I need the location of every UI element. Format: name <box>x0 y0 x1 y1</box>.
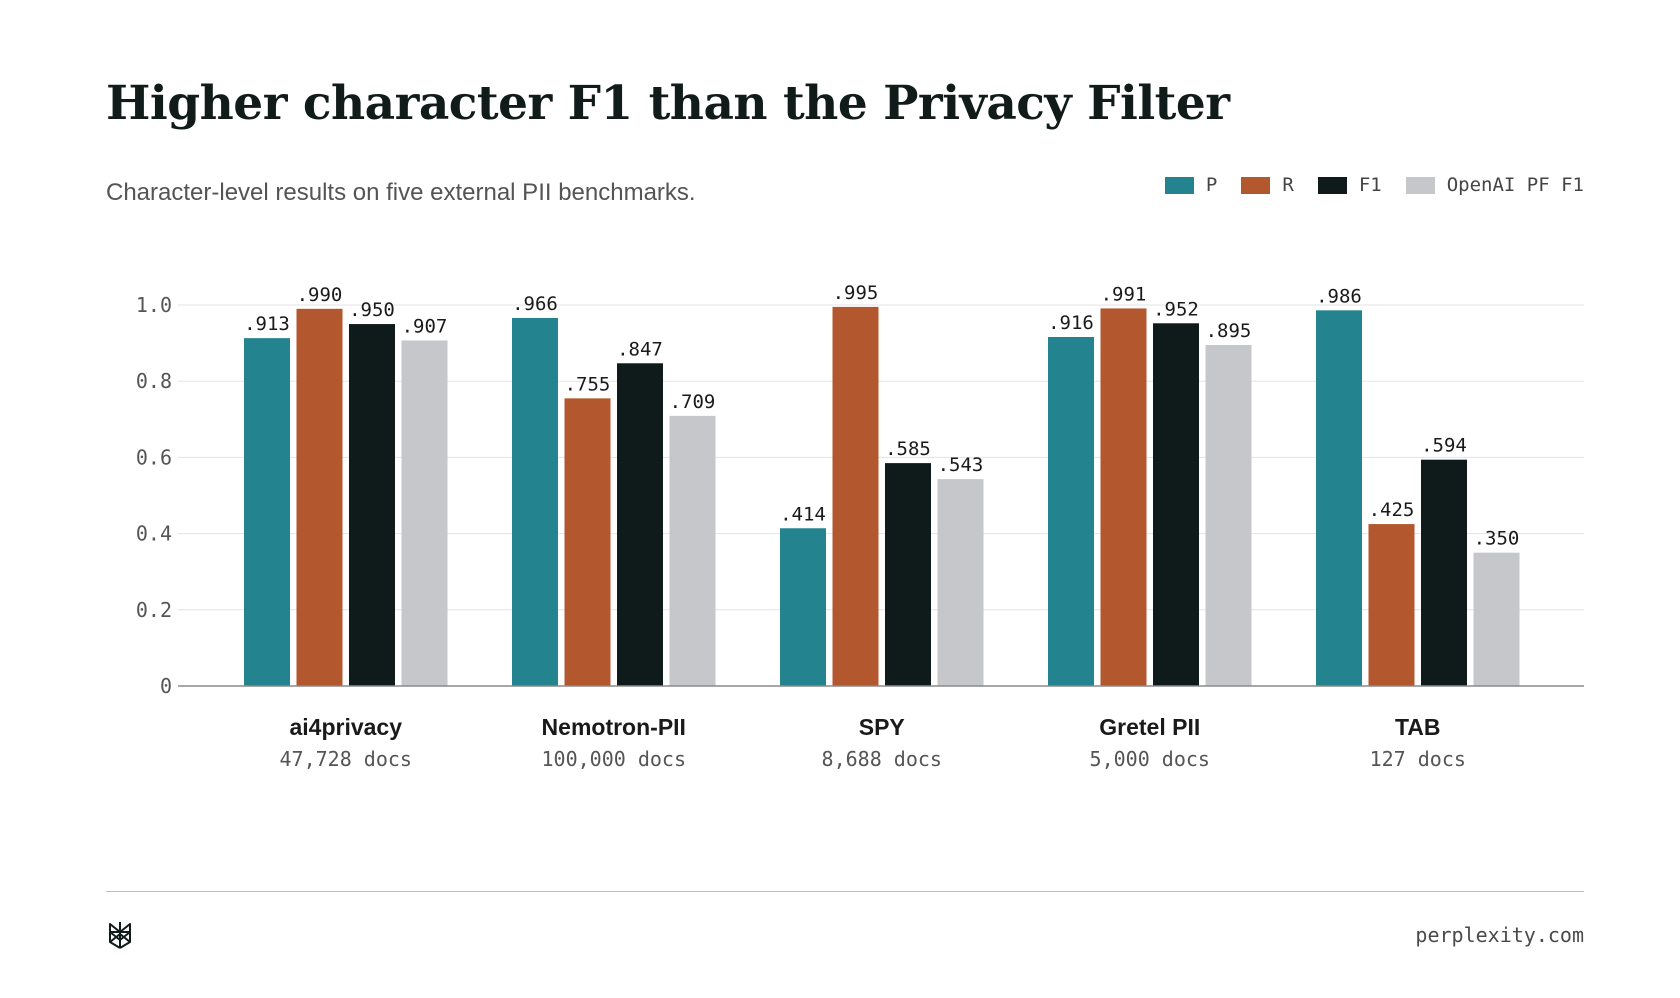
x-category-sublabel: 100,000 docs <box>542 747 687 771</box>
x-category-sublabel: 8,688 docs <box>822 747 942 771</box>
legend-swatch-r <box>1241 176 1271 194</box>
legend: P R F1 OpenAI PF F1 <box>1164 174 1584 196</box>
y-tick-label: 1.0 <box>136 293 172 317</box>
bar <box>617 363 663 686</box>
footer-divider <box>106 891 1584 892</box>
data-label: .991 <box>1101 283 1147 305</box>
legend-swatch-p <box>1164 176 1194 194</box>
data-label: .755 <box>565 373 611 395</box>
bar <box>1473 552 1520 686</box>
x-category-label: Nemotron-PII <box>542 714 686 740</box>
data-label: .986 <box>1316 285 1362 307</box>
bar <box>1421 459 1467 686</box>
bar-chart: 0 0.2 0.4 0.6 0.8 1.0 .913 .990 .950 .907 ai4priva… <box>136 282 1584 771</box>
y-tick-label: 0.8 <box>136 369 172 393</box>
site-url: perplexity.com <box>1415 923 1584 947</box>
perplexity-logo-icon <box>109 922 131 949</box>
data-label: .913 <box>244 313 290 335</box>
legend-swatch-openai-pf-f1 <box>1405 176 1435 194</box>
bar <box>937 479 984 686</box>
data-label: .414 <box>780 503 826 525</box>
bar <box>669 415 716 686</box>
data-label: .847 <box>617 338 663 360</box>
y-tick-label: 0.4 <box>136 522 172 546</box>
legend-label-openai-pf-f1: OpenAI PF F1 <box>1446 174 1584 196</box>
data-label: .990 <box>297 284 343 306</box>
x-category-label: Gretel PII <box>1099 714 1200 740</box>
bar <box>349 324 395 686</box>
legend-label-r: R <box>1282 174 1294 196</box>
x-category-sublabel: 5,000 docs <box>1090 747 1210 771</box>
legend-item-r: R <box>1241 174 1294 196</box>
data-label: .895 <box>1206 320 1252 342</box>
chart-subtitle: Character-level results on five external… <box>106 179 696 206</box>
data-label: .585 <box>885 438 931 460</box>
data-label: .425 <box>1369 499 1415 521</box>
bar <box>1153 323 1199 686</box>
bar <box>1100 308 1147 686</box>
x-category-label: TAB <box>1395 714 1441 740</box>
x-category-label: ai4privacy <box>289 714 402 740</box>
legend-swatch-f1 <box>1317 176 1347 194</box>
bar <box>401 340 448 686</box>
data-label: .350 <box>1474 528 1520 550</box>
data-label: .709 <box>670 391 716 413</box>
bar <box>832 306 879 686</box>
y-tick-label: 0 <box>160 674 172 698</box>
data-label: .916 <box>1048 312 1094 334</box>
legend-label-f1: F1 <box>1358 174 1382 196</box>
data-label: .594 <box>1421 435 1467 457</box>
legend-item-f1: F1 <box>1317 174 1382 196</box>
bar <box>885 463 931 686</box>
bar <box>512 317 558 686</box>
bar <box>296 308 343 686</box>
data-label: .995 <box>833 282 879 304</box>
legend-item-p: P <box>1164 174 1218 196</box>
data-label: .952 <box>1153 298 1199 320</box>
bar <box>1316 310 1362 686</box>
x-category-sublabel: 127 docs <box>1370 747 1466 771</box>
x-category-sublabel: 47,728 docs <box>280 747 412 771</box>
data-label: .966 <box>512 293 558 315</box>
y-tick-label: 0.6 <box>136 445 172 469</box>
data-label: .907 <box>402 315 448 337</box>
bar <box>1205 345 1252 686</box>
bar <box>1368 524 1415 686</box>
x-category-label: SPY <box>859 714 905 740</box>
bar <box>564 398 611 686</box>
data-label: .950 <box>349 299 395 321</box>
legend-label-p: P <box>1205 174 1218 196</box>
data-label: .543 <box>938 454 984 476</box>
legend-item-openai-pf-f1: OpenAI PF F1 <box>1405 174 1584 196</box>
chart-title: Higher character F1 than the Privacy Fil… <box>106 76 1230 131</box>
bar <box>244 338 290 686</box>
bar <box>780 528 826 686</box>
y-tick-label: 0.2 <box>136 598 172 622</box>
bar <box>1048 337 1094 686</box>
